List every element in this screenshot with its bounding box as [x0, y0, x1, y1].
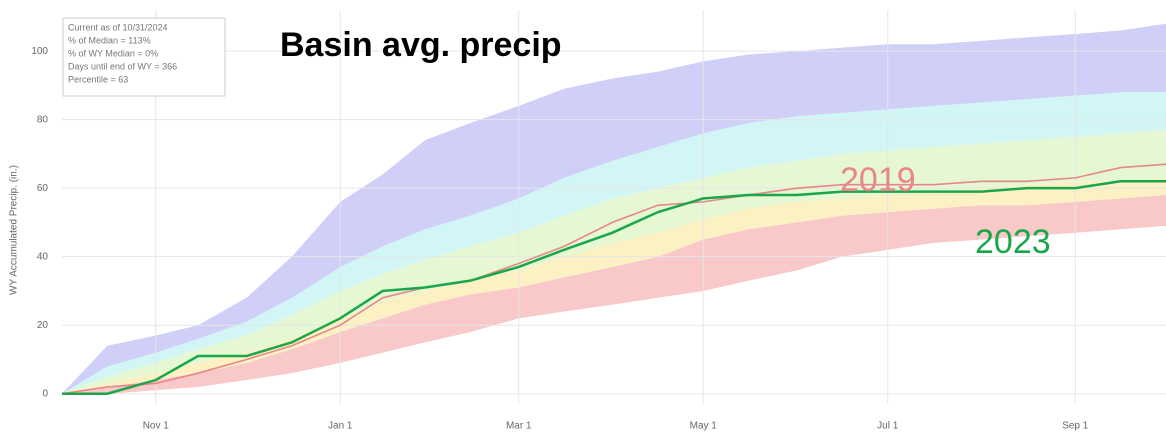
line — [61, 163, 1166, 395]
band — [62, 129, 1166, 394]
band — [62, 195, 1166, 394]
y-tick-label: 60 — [37, 183, 49, 194]
bands — [62, 23, 1166, 394]
y-tick-label: 0 — [42, 388, 48, 399]
y-tick-label: 100 — [31, 46, 48, 57]
x-tick-label: May 1 — [690, 421, 718, 432]
line — [62, 180, 1166, 395]
band — [62, 177, 1166, 394]
x-tick-label: Jul 1 — [877, 421, 899, 432]
x-tick-label: Nov 1 — [143, 421, 170, 432]
grid — [62, 10, 1166, 404]
info-line: % of WY Median = 0% — [68, 48, 158, 58]
band — [62, 92, 1166, 394]
chart-title: Basin avg. precip — [280, 26, 562, 64]
band — [62, 23, 1166, 394]
x-tick-label: Sep 1 — [1062, 421, 1089, 432]
info-line: Days until end of WY = 366 — [68, 61, 177, 71]
y-axis-label: WY Accumulated Precip. (in.) — [9, 165, 20, 295]
y-tick-label: 40 — [37, 251, 49, 262]
info-text: Current as of 10/31/2024 % of Median = 11… — [68, 22, 177, 84]
info-box — [62, 17, 226, 97]
y-tick-label: 80 — [37, 114, 49, 125]
info-line: Percentile = 63 — [68, 74, 128, 84]
lines — [61, 163, 1166, 395]
info-line: % of Median = 113% — [68, 35, 151, 45]
annotation: 2023 — [975, 223, 1051, 261]
info-line: Current as of 10/31/2024 — [68, 22, 168, 32]
x-tick-label: Jan 1 — [328, 421, 353, 432]
annotation: 2019 — [840, 161, 916, 199]
y-tick-label: 20 — [37, 320, 49, 331]
x-tick-label: Mar 1 — [506, 421, 532, 432]
